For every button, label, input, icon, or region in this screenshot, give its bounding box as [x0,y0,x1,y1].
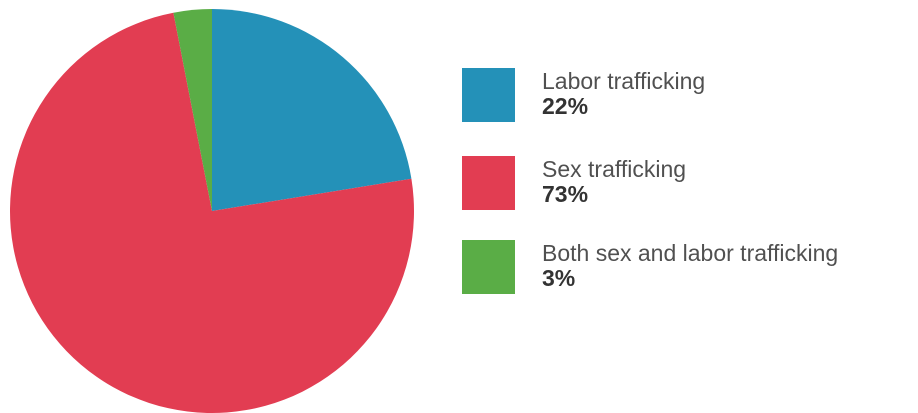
pie-slice-labor-trafficking [212,9,412,211]
legend-swatch-both-sex-and-labor-trafficking [462,240,515,294]
legend-label-sex-trafficking: Sex trafficking [542,156,687,182]
legend-item-both-sex-and-labor-trafficking: Both sex and labor trafficking 3% [462,240,918,296]
legend-label-labor-trafficking: Labor trafficking [542,68,706,94]
legend-text: Sex trafficking 73% [542,156,686,206]
legend-item-labor-trafficking: Labor trafficking 22% [462,68,918,124]
legend-value-sex-trafficking: 73% [542,181,589,207]
legend-item-sex-trafficking: Sex trafficking 73% [462,156,918,212]
pie-slice-sex-trafficking [10,12,414,413]
legend-value-labor-trafficking: 22% [542,93,589,119]
legend-text: Labor trafficking 22% [542,68,705,118]
pie-plot-area [10,9,414,413]
pie-slice-both-sex-and-labor-trafficking [173,9,212,211]
legend-text: Both sex and labor trafficking 3% [542,240,838,290]
legend-label-both-sex-and-labor-trafficking: Both sex and labor trafficking [542,240,839,266]
legend-swatch-labor-trafficking [462,68,515,122]
legend-swatch-sex-trafficking [462,156,515,210]
legend-value-both-sex-and-labor-trafficking: 3% [542,265,576,291]
